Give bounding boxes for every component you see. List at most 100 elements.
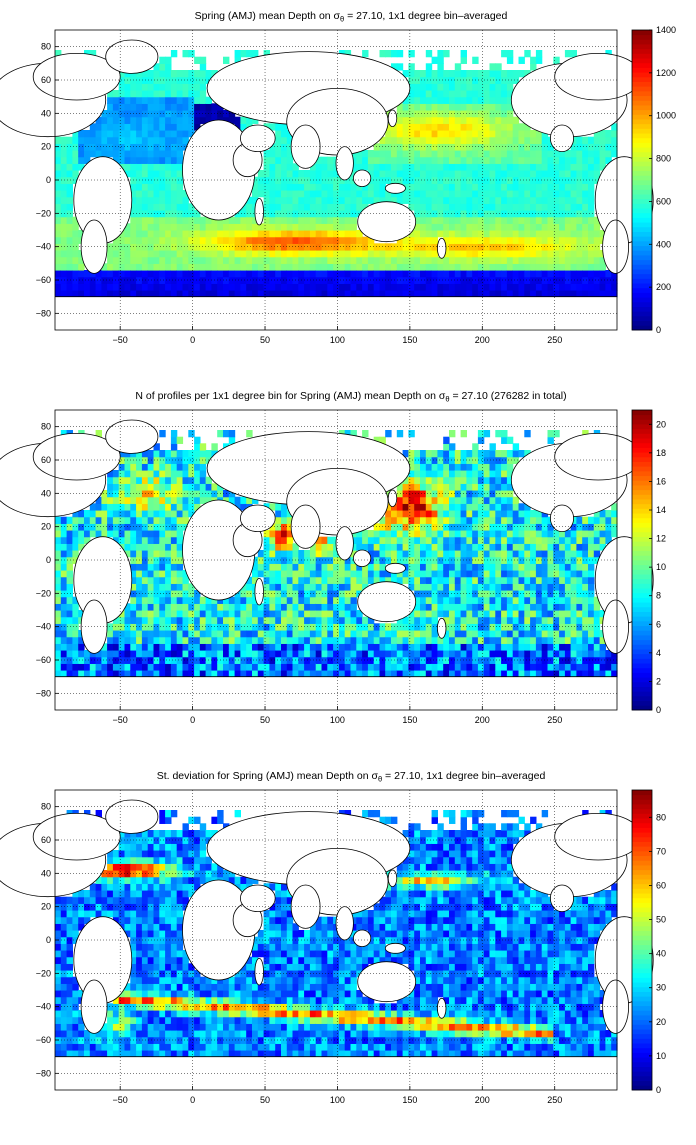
heatmap-cell (194, 90, 200, 97)
heatmap-cell (171, 623, 177, 630)
heatmap-cell (391, 243, 397, 250)
heatmap-cell (600, 137, 606, 144)
heatmap-cell (136, 83, 142, 90)
heatmap-cell (519, 663, 525, 670)
heatmap-cell (542, 290, 548, 297)
heatmap-cell (130, 657, 136, 664)
heatmap-cell (171, 50, 177, 57)
heatmap-cell (478, 490, 484, 497)
heatmap-cell (565, 243, 571, 250)
heatmap-cell (188, 463, 194, 470)
heatmap-cell (565, 657, 571, 664)
heatmap-cell (130, 550, 136, 557)
heatmap-cell (548, 617, 554, 624)
heatmap-cell (200, 250, 206, 257)
heatmap-cell (67, 603, 73, 610)
heatmap-cell (432, 617, 438, 624)
heatmap-cell (310, 650, 316, 657)
heatmap-cell (61, 523, 67, 530)
heatmap-cell (148, 70, 154, 77)
heatmap-cell (495, 230, 501, 237)
heatmap-cell (125, 457, 131, 464)
heatmap-cell (455, 277, 461, 284)
landmass (550, 125, 573, 152)
heatmap-cell (287, 557, 293, 564)
heatmap-cell (113, 117, 119, 124)
heatmap-cell (310, 563, 316, 570)
heatmap-cell (472, 110, 478, 117)
heatmap-cell (455, 637, 461, 644)
heatmap-cell (408, 163, 414, 170)
heatmap-cell (501, 117, 507, 124)
heatmap-cell (420, 183, 426, 190)
heatmap-cell (293, 650, 299, 657)
heatmap-cell (67, 617, 73, 624)
heatmap-cell (96, 130, 102, 137)
heatmap-cell (542, 597, 548, 604)
heatmap-cell (322, 610, 328, 617)
heatmap-cell (252, 670, 258, 677)
heatmap-cell (159, 210, 165, 217)
heatmap-cell (548, 543, 554, 550)
x-tick-label: 250 (547, 715, 562, 725)
heatmap-cell (165, 643, 171, 650)
heatmap-cell (432, 450, 438, 457)
heatmap-cell (478, 243, 484, 250)
heatmap-cell (287, 217, 293, 224)
heatmap-cell (530, 190, 536, 197)
heatmap-cell (565, 183, 571, 190)
heatmap-cell (165, 510, 171, 517)
heatmap-cell (188, 77, 194, 84)
heatmap-cell (507, 457, 513, 464)
heatmap-cell (385, 270, 391, 277)
heatmap-cell (298, 263, 304, 270)
heatmap-cell (171, 657, 177, 664)
heatmap-cell (542, 517, 548, 524)
heatmap-cell (565, 590, 571, 597)
heatmap-cell (119, 490, 125, 497)
heatmap-cell (461, 510, 467, 517)
heatmap-cell (240, 590, 246, 597)
heatmap-cell (61, 203, 67, 210)
heatmap-cell (113, 650, 119, 657)
heatmap-cell (61, 210, 67, 217)
heatmap-cell (316, 623, 322, 630)
heatmap-cell (414, 643, 420, 650)
heatmap-cell (345, 590, 351, 597)
heatmap-cell (472, 103, 478, 110)
heatmap-cell (495, 470, 501, 477)
heatmap-cell (426, 583, 432, 590)
heatmap-cell (165, 217, 171, 224)
heatmap-cell (165, 210, 171, 217)
heatmap-cell (391, 643, 397, 650)
heatmap-cell (414, 497, 420, 504)
heatmap-cell (478, 577, 484, 584)
colorbar-segment (632, 49, 652, 54)
heatmap-cell (287, 203, 293, 210)
heatmap-cell (287, 177, 293, 184)
heatmap-cell (507, 583, 513, 590)
heatmap-cell (478, 270, 484, 277)
heatmap-cell (449, 143, 455, 150)
heatmap-cell (519, 197, 525, 204)
heatmap-cell (188, 210, 194, 217)
heatmap-cell (287, 270, 293, 277)
heatmap-cell (275, 157, 281, 164)
heatmap-cell (426, 603, 432, 610)
heatmap-cell (559, 170, 565, 177)
heatmap-cell (67, 637, 73, 644)
heatmap-cell (229, 277, 235, 284)
heatmap-cell (61, 163, 67, 170)
colorbar-segment (632, 302, 652, 307)
heatmap-cell (513, 143, 519, 150)
heatmap-cell (443, 177, 449, 184)
heatmap-cell (414, 583, 420, 590)
heatmap-cell (414, 483, 420, 490)
heatmap-cell (281, 197, 287, 204)
heatmap-cell (119, 277, 125, 284)
heatmap-cell (322, 190, 328, 197)
heatmap-cell (113, 123, 119, 130)
heatmap-cell (374, 637, 380, 644)
y-tick-label: 80 (41, 42, 51, 52)
heatmap-cell (119, 650, 125, 657)
